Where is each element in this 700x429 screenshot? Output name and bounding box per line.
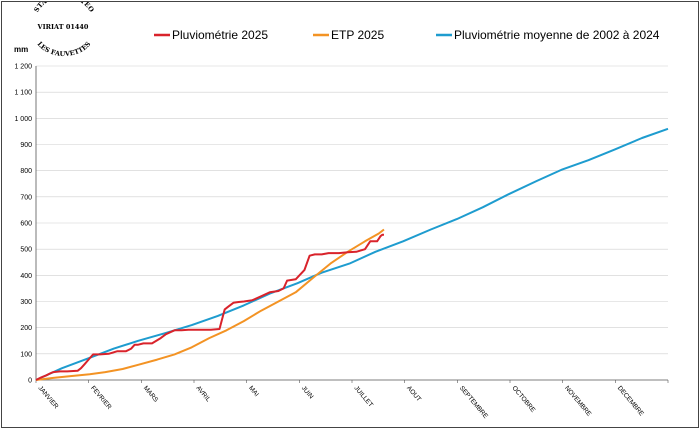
weather-station-stamp: STATION METEO VIRIAT 01440 LES FAUVETTES <box>32 2 95 58</box>
x-month-label: NOVEMBRE <box>563 385 593 419</box>
y-tick-label: 200 <box>20 325 32 332</box>
y-tick-label: 1 000 <box>14 116 32 123</box>
x-month-label: OCTOBRE <box>510 385 536 415</box>
x-month-label: FEVRIER <box>89 385 113 411</box>
y-tick-label: 600 <box>20 221 32 228</box>
x-month-label: JUIN <box>300 385 315 401</box>
legend-label: Pluviométrie moyenne de 2002 à 2024 <box>454 28 660 42</box>
y-tick-label: 100 <box>20 351 32 358</box>
y-tick-label: 900 <box>20 142 32 149</box>
x-month-label: DECEMBRE <box>616 385 645 418</box>
x-month-label: SEPTEMBRE <box>458 385 490 421</box>
stamp-line-1: STATION METEO <box>32 2 95 14</box>
x-month-label: JUILLET <box>352 385 374 409</box>
y-tick-label: 400 <box>20 273 32 280</box>
series-line <box>35 233 384 381</box>
y-tick-label: 1 200 <box>14 64 32 71</box>
gridlines <box>36 65 668 355</box>
x-month-label: AOUT <box>405 385 422 403</box>
legend-label: Pluviométrie 2025 <box>172 28 268 42</box>
stamp-line-3: LES FAUVETTES <box>36 40 93 58</box>
y-tick-label: 0 <box>28 378 32 385</box>
series-line <box>35 228 385 381</box>
y-tick-label: 800 <box>20 168 32 175</box>
x-month-label: MARS <box>142 385 160 404</box>
x-month-label: JANVIER <box>36 385 59 411</box>
y-tick-label: 1 100 <box>14 90 32 97</box>
y-tick-label: 700 <box>20 194 32 201</box>
y-unit-label: mm <box>14 45 28 54</box>
y-tick-label: 500 <box>20 247 32 254</box>
x-month-labels: JANVIER FEVRIER MARS AVRIL MAI JUIN JUILLET AOU… <box>36 385 645 421</box>
series-lines <box>35 127 669 381</box>
series-line <box>35 127 669 381</box>
y-tick-labels: 0 100 200 300 400 500 600 700 800 900 1 000 1 100 1 … <box>14 64 32 385</box>
axes <box>35 66 669 383</box>
stamp-line-2: VIRIAT 01440 <box>37 23 89 31</box>
x-month-label: MAI <box>247 385 260 399</box>
x-month-label: AVRIL <box>194 385 211 404</box>
legend-label: ETP 2025 <box>331 28 384 42</box>
y-tick-label: 300 <box>20 299 32 306</box>
legend: Pluviométrie 2025 ETP 2025 Pluviométrie mo… <box>154 28 660 42</box>
